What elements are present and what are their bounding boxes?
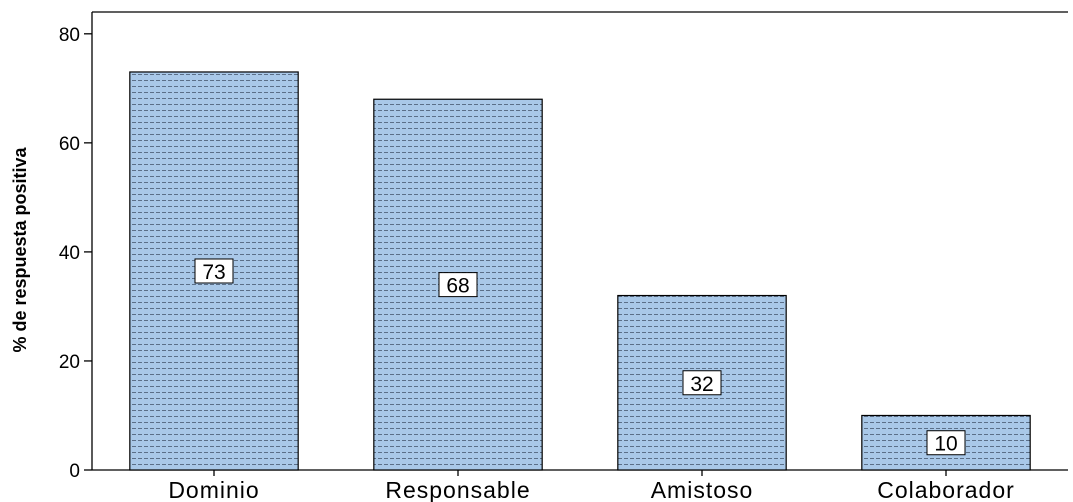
y-tick-label: 40 xyxy=(59,243,80,264)
data-label: 68 xyxy=(438,272,478,298)
data-label-value: 32 xyxy=(690,373,713,396)
data-label-box xyxy=(926,430,966,456)
x-categories: Dominio Responsable Amistoso Colaborador xyxy=(168,470,1014,502)
y-tick-label: 0 xyxy=(69,461,80,482)
y-tick-label: 80 xyxy=(59,25,80,46)
y-tick-label: 60 xyxy=(59,134,80,155)
data-labels: 73 68 32 10 xyxy=(194,258,966,456)
y-ticks: 0 20 40 60 80 xyxy=(59,25,92,482)
y-tick-label: 20 xyxy=(59,352,80,373)
x-category-label: Dominio xyxy=(168,477,259,502)
data-label-value: 68 xyxy=(446,275,469,298)
bars xyxy=(129,71,1031,471)
data-label-value: 10 xyxy=(934,433,957,456)
data-label-value: 73 xyxy=(202,261,225,284)
x-category-label: Responsable xyxy=(385,477,530,502)
data-label-box xyxy=(438,272,478,298)
x-category-label: Amistoso xyxy=(651,477,754,502)
data-label: 32 xyxy=(682,370,722,396)
y-axis-title: % de respuesta positiva xyxy=(10,146,30,352)
data-label-box xyxy=(682,370,722,396)
x-category-label: Colaborador xyxy=(877,477,1015,502)
data-label: 73 xyxy=(194,258,234,284)
data-label-box xyxy=(194,258,234,284)
data-label: 10 xyxy=(926,430,966,456)
